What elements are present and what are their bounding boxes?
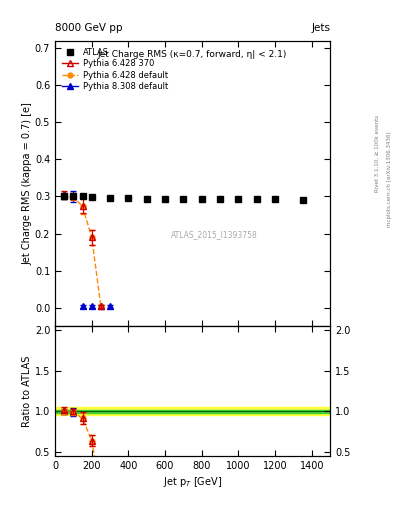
Bar — [55, 407, 330, 415]
Text: mcplots.cern.ch [arXiv:1306.3436]: mcplots.cern.ch [arXiv:1306.3436] — [387, 132, 391, 227]
Bar — [55, 410, 330, 413]
Text: Rivet 3.1.10, ≥ 100k events: Rivet 3.1.10, ≥ 100k events — [375, 115, 380, 192]
Y-axis label: Jet Charge RMS (kappa = 0.7) [e]: Jet Charge RMS (kappa = 0.7) [e] — [22, 102, 32, 265]
Y-axis label: Ratio to ATLAS: Ratio to ATLAS — [22, 355, 32, 426]
Legend: ATLAS, Pythia 6.428 370, Pythia 6.428 default, Pythia 8.308 default: ATLAS, Pythia 6.428 370, Pythia 6.428 de… — [59, 45, 170, 94]
Text: ATLAS_2015_I1393758: ATLAS_2015_I1393758 — [171, 230, 258, 239]
Text: Jets: Jets — [311, 23, 330, 33]
Text: 8000 GeV pp: 8000 GeV pp — [55, 23, 123, 33]
Text: Jet Charge RMS (κ=0.7, forward, η| < 2.1): Jet Charge RMS (κ=0.7, forward, η| < 2.1… — [98, 50, 287, 58]
X-axis label: Jet p$_T$ [GeV]: Jet p$_T$ [GeV] — [163, 475, 222, 489]
